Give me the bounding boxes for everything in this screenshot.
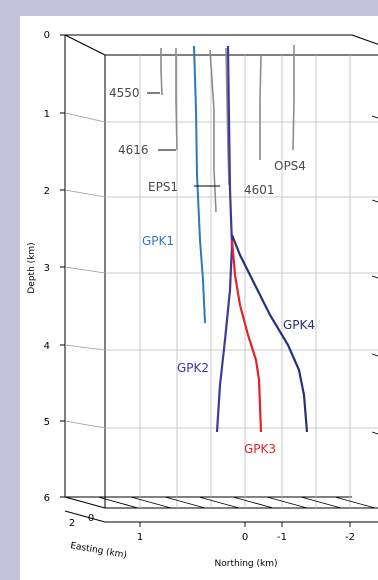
well-gpk3-trace — [230, 239, 263, 433]
well-4601-trace — [225, 47, 230, 186]
easting-axis-label: Easting (km) — [69, 541, 127, 561]
well-ops4-trace — [292, 45, 295, 151]
well-label-gpk1: GPK1 — [142, 234, 174, 248]
depth-tick-label: 3 — [44, 263, 50, 274]
historic-wells — [160, 45, 295, 213]
grid-perspective — [64, 112, 106, 429]
easting-tick-label: 2 — [69, 518, 75, 529]
well-ops4-trace — [259, 54, 262, 160]
label-leaders — [147, 92, 220, 187]
right-ticks — [371, 115, 378, 435]
depth-tick-label: 5 — [44, 417, 50, 428]
depth-tick-label: 6 — [44, 493, 50, 504]
easting-tick-label: 0 — [88, 513, 94, 524]
well-label-gpk3: GPK3 — [244, 442, 276, 456]
well-gpk2-trace — [215, 45, 234, 433]
floor-ticks — [97, 496, 376, 527]
box-frame — [64, 34, 378, 523]
northing-tick-label: -2 — [345, 532, 355, 543]
well-label-eps1: EPS1 — [148, 180, 178, 194]
well-label-4601: 4601 — [244, 183, 275, 197]
depth-tick-label: 4 — [44, 341, 50, 352]
northing-tick-label: 1 — [137, 532, 143, 543]
well-gpk1-trace — [193, 45, 206, 324]
depth-tick-label: 2 — [44, 186, 50, 197]
well-label-4550: 4550 — [109, 86, 140, 100]
well-label-4616: 4616 — [118, 143, 149, 157]
northing-axis-label: Northing (km) — [215, 559, 278, 569]
well-eps1-trace — [209, 49, 217, 213]
well-trajectory-diagram: 0 1 2 3 4 5 6 Depth (km) 1 0 -1 -2 North… — [27, 30, 378, 569]
well-label-gpk2: GPK2 — [177, 361, 209, 375]
grid-vertical — [139, 55, 351, 508]
well-4616-trace — [175, 48, 178, 151]
depth-ticks: 0 1 2 3 4 5 6 — [44, 30, 65, 504]
depth-tick-label: 1 — [44, 109, 50, 120]
northing-tick-label: -1 — [277, 532, 287, 543]
well-gpk4-trace — [230, 234, 309, 433]
figure-panel: 0 1 2 3 4 5 6 Depth (km) 1 0 -1 -2 North… — [20, 16, 378, 580]
depth-axis-label: Depth (km) — [27, 242, 37, 293]
well-label-gpk4: GPK4 — [283, 318, 315, 332]
well-label-ops4: OPS4 — [274, 159, 306, 173]
northing-tick-label: 0 — [242, 532, 248, 543]
depth-tick-label: 0 — [44, 30, 50, 41]
grid-horizontal — [105, 121, 378, 429]
well-4550-trace — [160, 48, 163, 96]
